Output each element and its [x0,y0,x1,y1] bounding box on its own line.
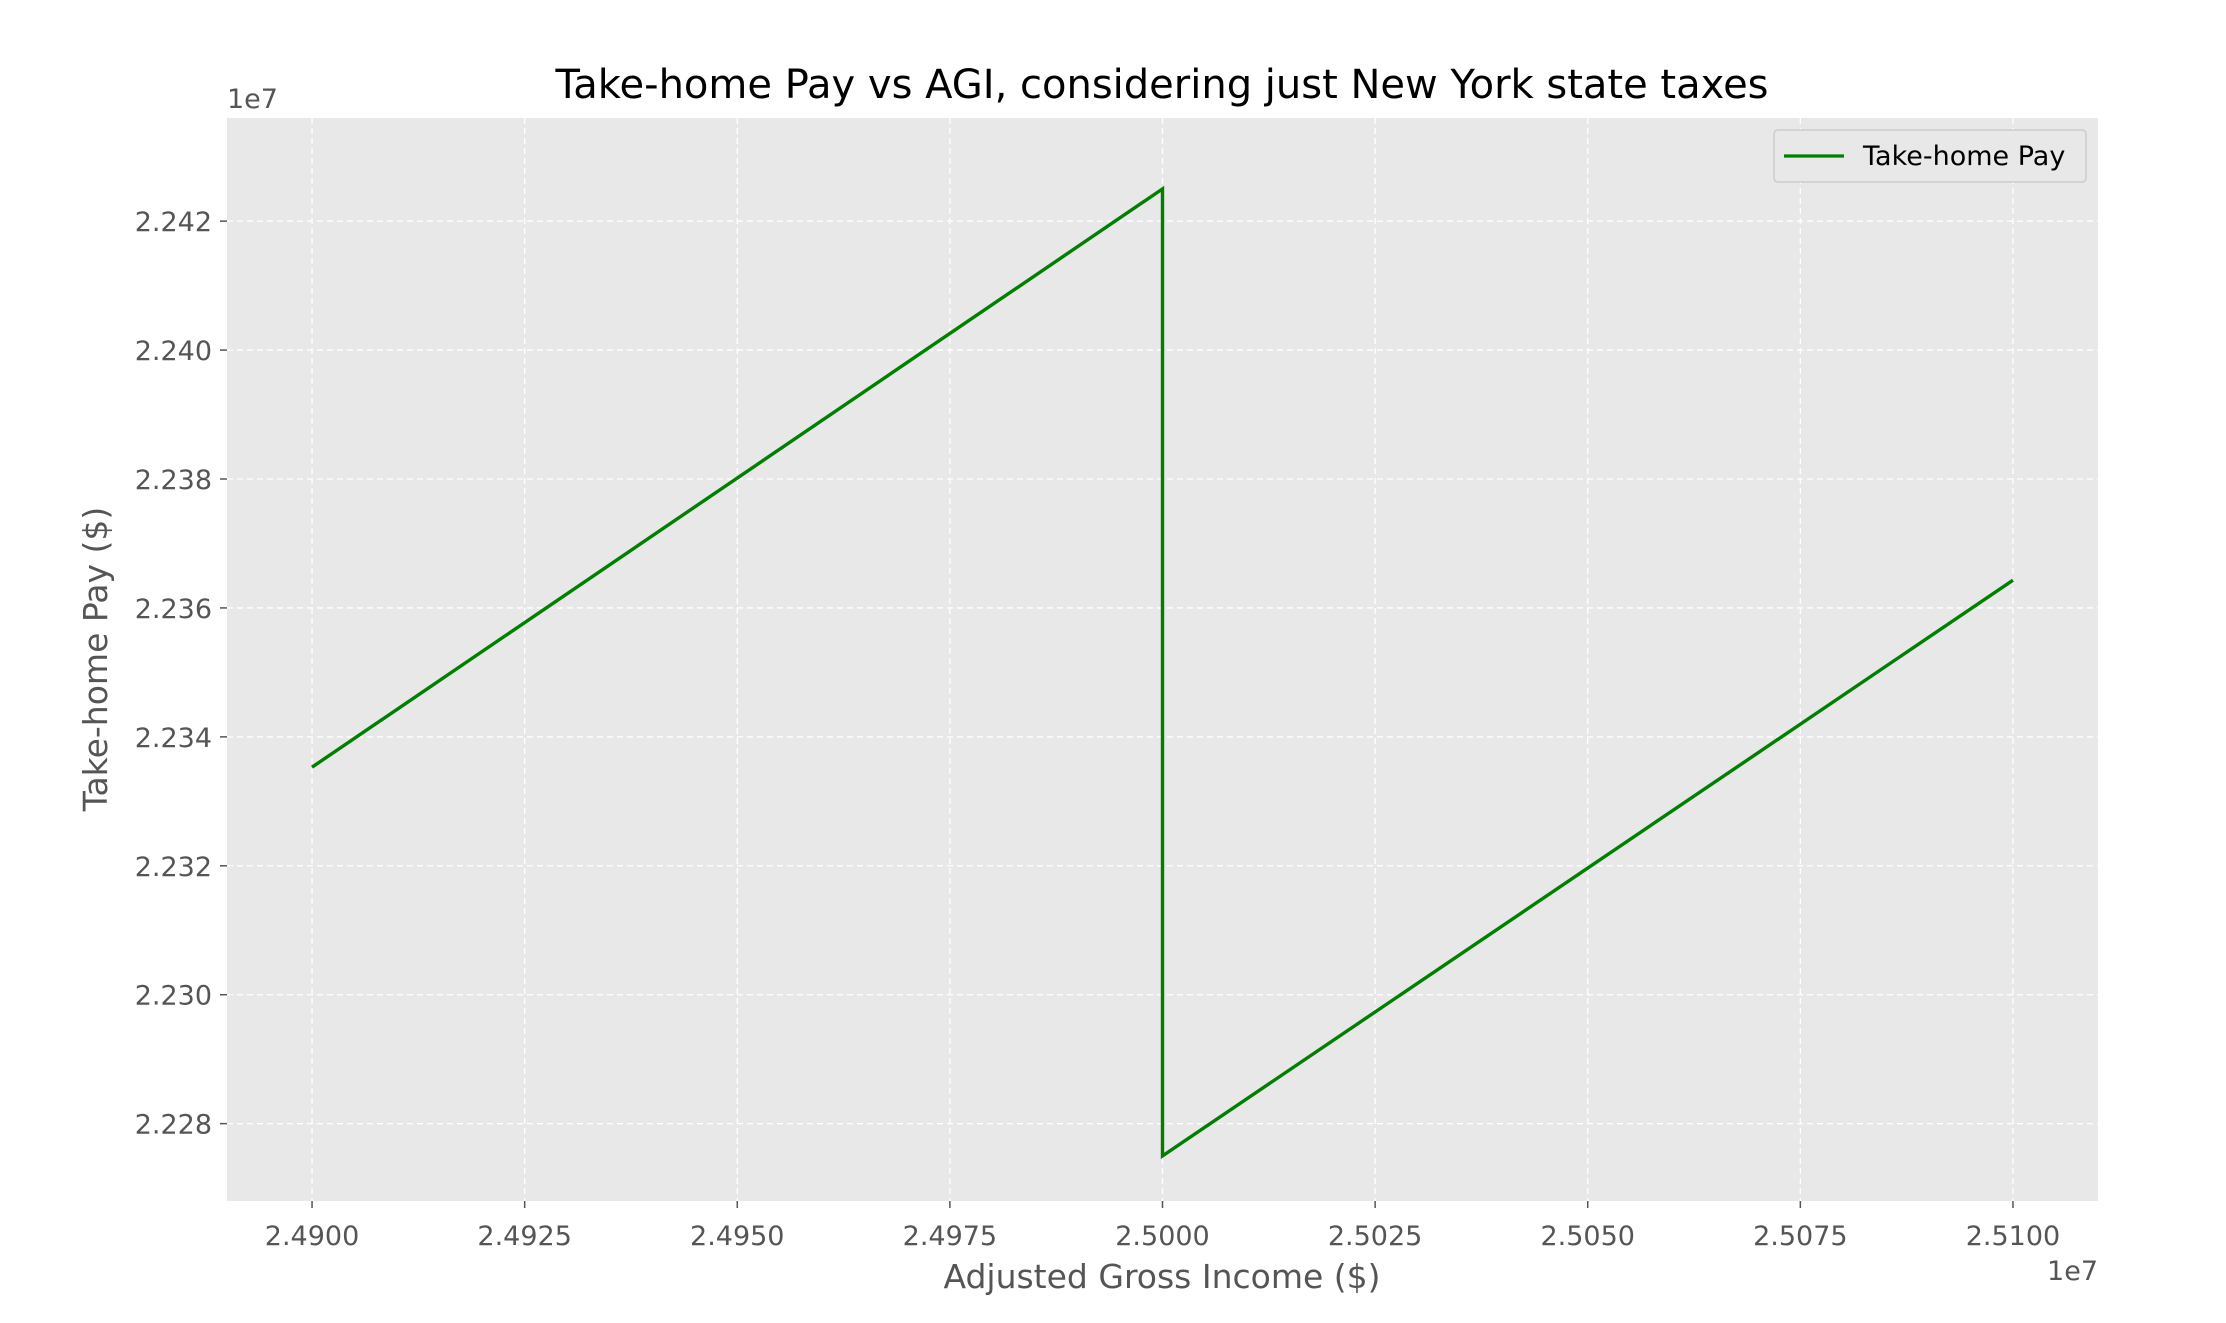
x-tick-label: 2.4975 [903,1221,997,1252]
y-tick-label: 2.242 [135,207,212,238]
x-tick-label: 2.5100 [1966,1221,2060,1252]
y-tick-label: 2.230 [135,981,212,1012]
y-tick-label: 2.234 [135,723,212,754]
chart-title: Take-home Pay vs AGI, considering just N… [554,62,1768,108]
x-tick-label: 2.4925 [477,1221,571,1252]
x-axis-label: Adjusted Gross Income ($) [943,1257,1380,1296]
legend: Take-home Pay [1773,129,2087,183]
x-tick-label: 2.5075 [1753,1221,1847,1252]
x-tick-label: 2.4900 [265,1221,359,1252]
series-layer [311,185,2014,1160]
y-tick-label: 2.228 [135,1110,212,1141]
x-tick-label: 2.4950 [690,1221,784,1252]
y-tick-label: 2.240 [135,336,212,367]
x-axis-offset-label: 1e7 [2047,1256,2098,1287]
legend-box [1773,129,2087,183]
y-axis-label: Take-home Pay ($) [76,507,115,813]
x-tick-label: 2.5050 [1540,1221,1634,1252]
series-line-take-home-pay [311,185,2014,1160]
legend-label: Take-home Pay [1862,141,2065,172]
y-axis-offset-label: 1e7 [227,84,278,115]
y-axis-ticks: 2.228 2.230 2.232 2.234 2.236 2.238 2.240 2.242 [135,207,227,1141]
x-axis-ticks: 2.4900 2.4925 2.4950 2.4975 2.5000 2.5025 2.50… [265,1201,2060,1252]
x-tick-label: 2.5000 [1115,1221,1209,1252]
y-tick-label: 2.236 [135,594,212,625]
y-tick-label: 2.232 [135,852,212,883]
y-tick-label: 2.238 [135,465,212,496]
x-tick-label: 2.5025 [1328,1221,1422,1252]
